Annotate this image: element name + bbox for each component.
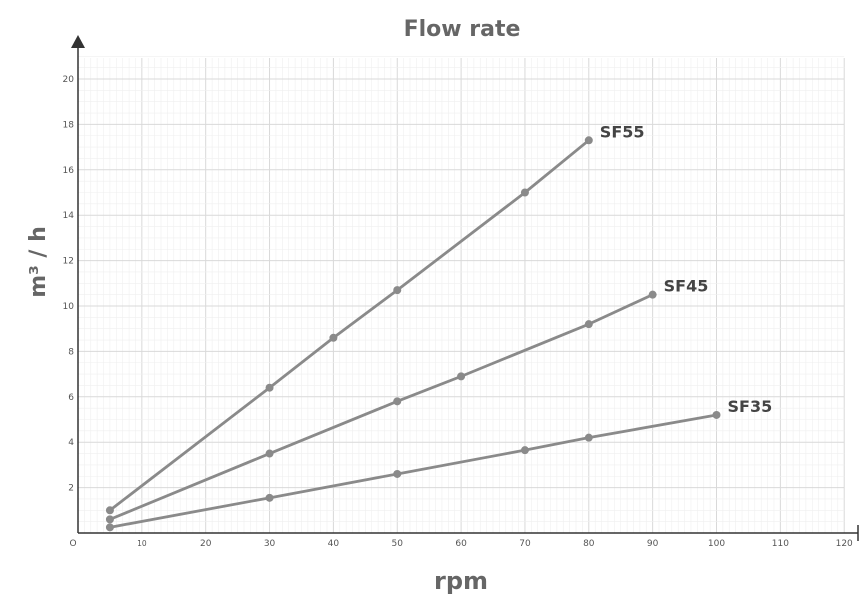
x-tick-label: 120 — [836, 539, 853, 549]
y-tick-label: 12 — [63, 257, 74, 267]
data-point — [105, 515, 114, 524]
y-tick-label: 6 — [68, 393, 74, 403]
y-tick-label: 18 — [63, 120, 75, 130]
x-tick-label: 60 — [455, 539, 467, 549]
y-tick-label: 8 — [68, 347, 74, 357]
data-point — [265, 493, 274, 502]
x-tick-label: 10 — [137, 539, 147, 548]
data-point — [648, 290, 657, 299]
x-tick-label: 50 — [392, 539, 404, 549]
data-point — [393, 469, 402, 478]
y-tick-label: 14 — [63, 211, 75, 221]
data-point — [265, 383, 274, 392]
y-tick-label: 20 — [63, 75, 75, 85]
data-point — [520, 188, 529, 197]
data-point — [584, 433, 593, 442]
x-tick-label: 90 — [647, 539, 659, 549]
x-axis-title: rpm — [434, 567, 488, 594]
x-tick-label: O — [69, 539, 76, 549]
series-label: SF55 — [600, 122, 645, 141]
data-point — [712, 410, 721, 419]
x-tick-label: 80 — [583, 539, 595, 549]
y-tick-labels: 2 4 6 8 10 12 14 16 18 20 — [63, 75, 75, 494]
series-line — [109, 139, 590, 512]
x-tick-labels: O 10 20 30 40 50 60 70 80 90 100 110 120 — [69, 539, 853, 549]
series-line — [109, 293, 654, 521]
x-tick-label: 20 — [200, 539, 212, 549]
series-label: SF45 — [664, 277, 709, 296]
y-tick-label: 16 — [63, 166, 75, 176]
series-sf45: SF45 — [105, 277, 709, 524]
x-tick-label: 100 — [708, 539, 725, 549]
x-tick-label: 70 — [519, 539, 531, 549]
series-sf35: SF35 — [105, 397, 773, 532]
data-point — [584, 320, 593, 329]
axes — [71, 35, 859, 541]
y-axis-arrow-icon — [71, 35, 85, 48]
x-tick-label: 40 — [328, 539, 340, 549]
series-group: SF55 SF45 SF35 — [105, 122, 773, 532]
data-point — [393, 397, 402, 406]
x-tick-label: 30 — [264, 539, 276, 549]
x-tick-label: 110 — [772, 539, 789, 549]
data-point — [520, 446, 529, 455]
data-point — [329, 333, 338, 342]
data-point — [105, 523, 114, 532]
data-point — [584, 136, 593, 145]
y-tick-label: 10 — [63, 302, 75, 312]
grid — [78, 55, 845, 533]
series-label: SF35 — [728, 397, 773, 416]
data-point — [105, 506, 114, 515]
y-axis-title: m³ / h — [26, 226, 51, 298]
series-line — [109, 413, 717, 529]
y-tick-label: 4 — [68, 438, 74, 448]
chart-title: Flow rate — [404, 17, 521, 42]
data-point — [265, 449, 274, 458]
data-point — [393, 286, 402, 295]
y-tick-label: 2 — [68, 484, 74, 494]
series-sf55: SF55 — [105, 122, 645, 515]
data-point — [457, 372, 466, 381]
